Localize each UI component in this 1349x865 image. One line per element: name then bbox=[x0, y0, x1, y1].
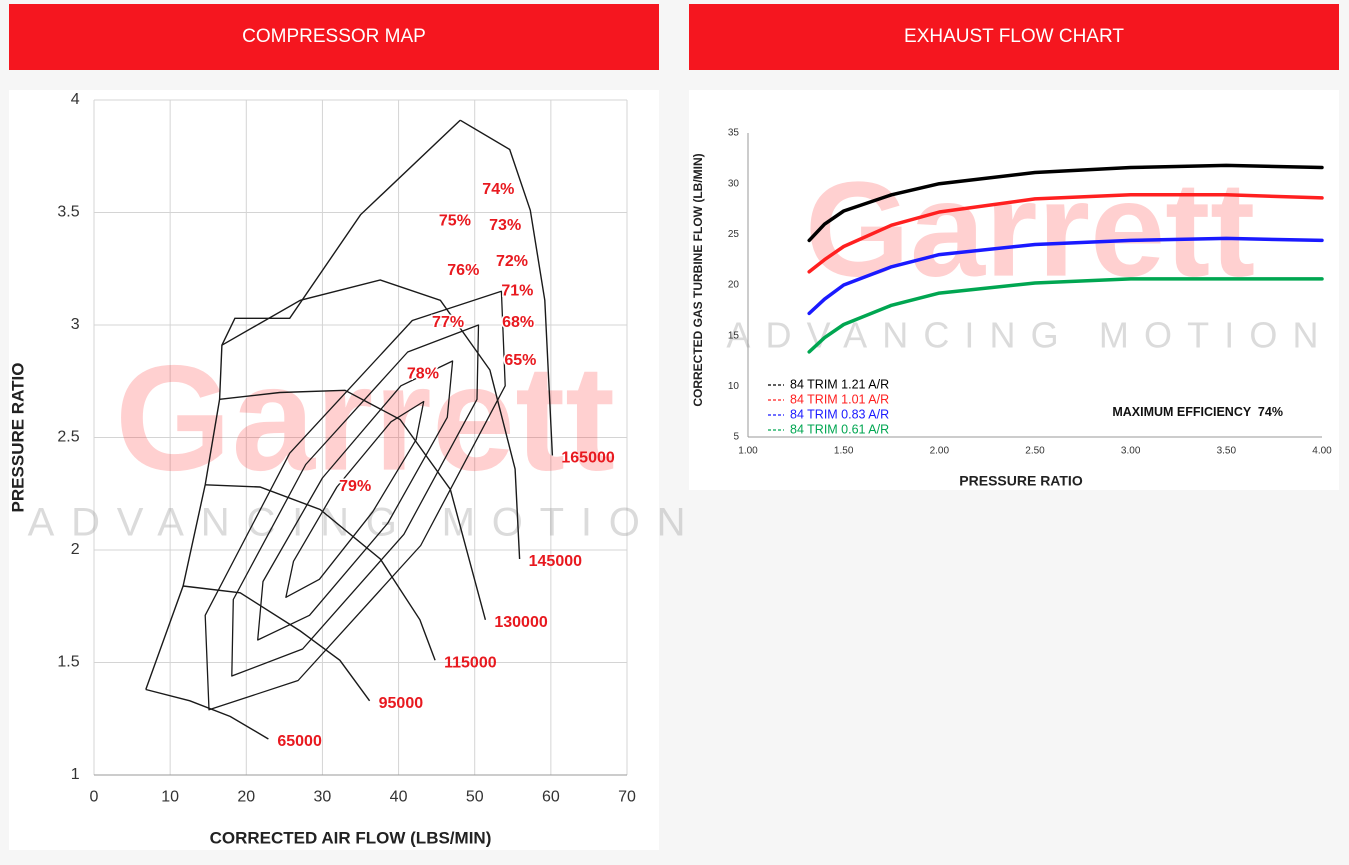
speed-line bbox=[205, 484, 436, 661]
y-tick-label: 15 bbox=[728, 330, 740, 341]
speed-line bbox=[219, 389, 487, 620]
y-tick-label: 1 bbox=[71, 766, 80, 783]
efficiency-label: 76% bbox=[447, 262, 479, 279]
efficiency-label: 74% bbox=[482, 181, 514, 198]
x-tick-label: 2.00 bbox=[930, 446, 950, 457]
speed-line bbox=[145, 688, 269, 740]
x-axis-title: CORRECTED AIR FLOW (LBS/MIN) bbox=[210, 828, 492, 847]
y-tick-label: 30 bbox=[728, 178, 740, 189]
speed-label: 165000 bbox=[561, 450, 614, 467]
efficiency-label: 79% bbox=[339, 478, 371, 495]
efficiency-label: 68% bbox=[502, 314, 534, 331]
x-tick-label: 20 bbox=[237, 789, 255, 806]
header-title: EXHAUST FLOW CHART bbox=[904, 26, 1124, 47]
efficiency-island bbox=[285, 400, 425, 598]
header-bar bbox=[689, 4, 1339, 70]
series-line bbox=[807, 193, 1324, 274]
x-tick-label: 3.50 bbox=[1217, 446, 1237, 457]
y-axis-title: PRESSURE RATIO bbox=[8, 363, 27, 513]
efficiency-island bbox=[204, 290, 506, 711]
y-tick-label: 20 bbox=[728, 280, 740, 291]
x-tick-label: 60 bbox=[542, 789, 560, 806]
legend-label: 84 TRIM 1.01 A/R bbox=[790, 392, 889, 406]
speed-line bbox=[183, 585, 371, 702]
efficiency-island bbox=[257, 360, 454, 641]
x-tick-label: 0 bbox=[90, 789, 99, 806]
efficiency-label: 75% bbox=[439, 213, 471, 230]
efficiency-label: 78% bbox=[407, 366, 439, 383]
x-tick-label: 2.50 bbox=[1025, 446, 1045, 457]
y-tick-label: 3.5 bbox=[57, 204, 79, 221]
y-tick-label: 25 bbox=[728, 229, 740, 240]
watermark-tagline: ADVANCING MOTION bbox=[726, 315, 1333, 356]
x-tick-label: 50 bbox=[466, 789, 484, 806]
y-tick-label: 2 bbox=[71, 541, 80, 558]
x-tick-label: 1.50 bbox=[834, 446, 854, 457]
chart-panel bbox=[689, 90, 1339, 490]
speed-label: 95000 bbox=[379, 695, 424, 712]
header-bar bbox=[9, 4, 659, 70]
speed-label: 65000 bbox=[277, 733, 322, 750]
y-tick-label: 4 bbox=[71, 91, 80, 108]
speed-label: 145000 bbox=[529, 553, 582, 570]
series-line bbox=[807, 163, 1324, 243]
efficiency-label: 73% bbox=[489, 217, 521, 234]
annotation: MAXIMUM EFFICIENCY 74% bbox=[1112, 405, 1283, 419]
speed-label: 130000 bbox=[494, 614, 547, 631]
efficiency-label: 77% bbox=[432, 314, 464, 331]
x-tick-label: 40 bbox=[390, 789, 408, 806]
x-tick-label: 70 bbox=[618, 789, 636, 806]
x-tick-label: 1.00 bbox=[738, 446, 758, 457]
speed-line bbox=[459, 119, 554, 456]
x-tick-label: 10 bbox=[161, 789, 179, 806]
efficiency-label: 71% bbox=[501, 282, 533, 299]
watermark-tagline: ADVANCING MOTION bbox=[28, 501, 703, 545]
header-title: COMPRESSOR MAP bbox=[242, 26, 426, 47]
y-tick-label: 5 bbox=[733, 432, 739, 443]
x-tick-label: 30 bbox=[314, 789, 332, 806]
efficiency-island bbox=[231, 324, 480, 677]
speed-label: 115000 bbox=[444, 654, 497, 671]
efficiency-label: 72% bbox=[496, 253, 528, 270]
y-tick-label: 1.5 bbox=[57, 654, 79, 671]
x-axis-title: PRESSURE RATIO bbox=[959, 473, 1083, 489]
efficiency-label: 65% bbox=[504, 352, 536, 369]
y-axis-title: CORRECTED GAS TURBINE FLOW (LB/MIN) bbox=[691, 153, 705, 406]
series-line bbox=[807, 277, 1324, 354]
legend-label: 84 TRIM 1.21 A/R bbox=[790, 377, 889, 391]
x-tick-label: 4.00 bbox=[1312, 446, 1332, 457]
y-tick-label: 35 bbox=[728, 128, 740, 139]
y-tick-label: 10 bbox=[728, 381, 740, 392]
series-line bbox=[807, 236, 1324, 316]
legend-label: 84 TRIM 0.83 A/R bbox=[790, 407, 889, 421]
x-tick-label: 3.00 bbox=[1121, 446, 1141, 457]
legend-label: 84 TRIM 0.61 A/R bbox=[790, 422, 889, 436]
speed-line bbox=[221, 279, 521, 560]
y-tick-label: 3 bbox=[71, 316, 80, 333]
y-tick-label: 2.5 bbox=[57, 429, 79, 446]
watermark-brand: Garrett bbox=[115, 334, 615, 502]
